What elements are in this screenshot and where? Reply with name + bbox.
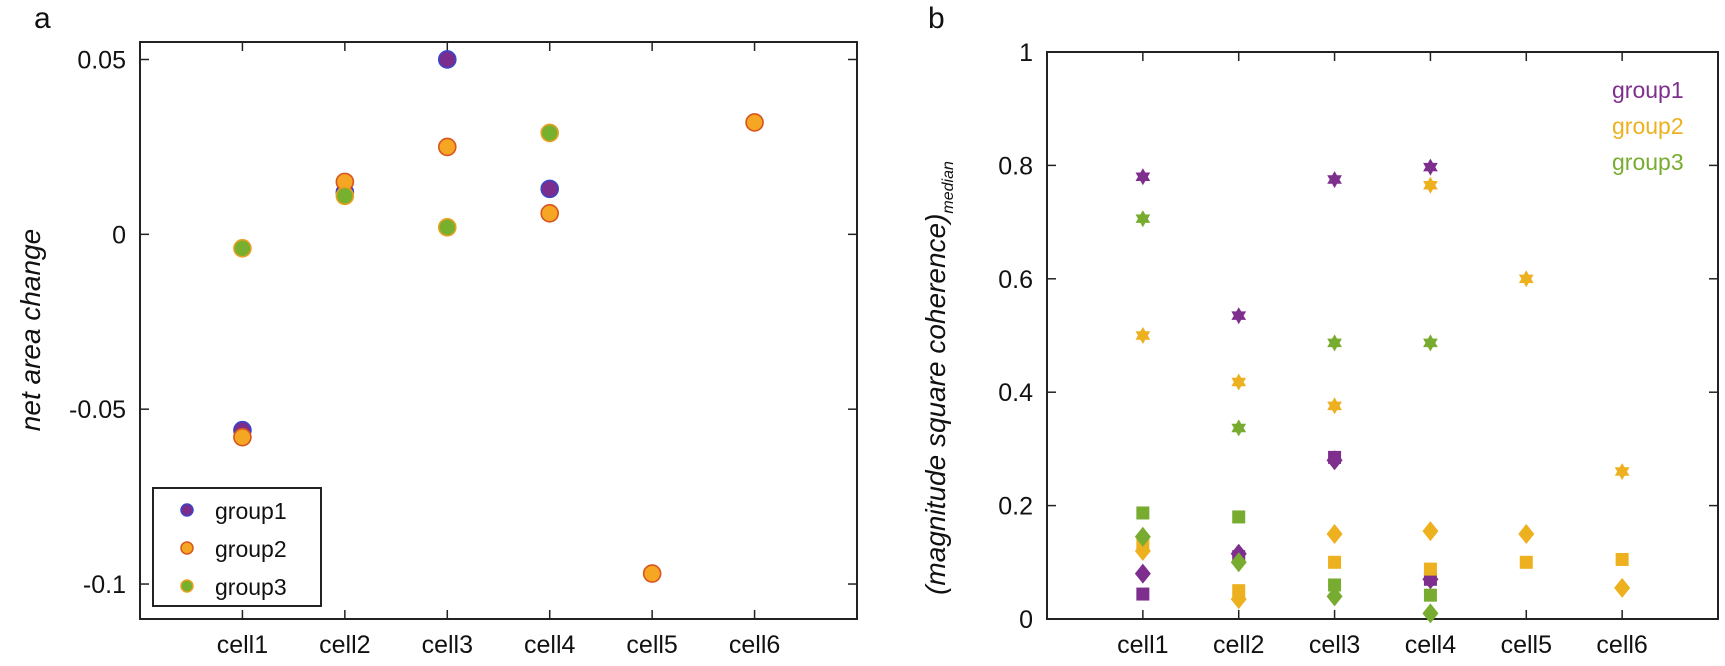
- point-b-diamond-group1-cell1: [1134, 563, 1151, 584]
- point-a-group3-cell2: [335, 186, 355, 206]
- point-b-diamond-group1-cell3: [1326, 450, 1343, 471]
- panel-a-ylabel: net area change: [15, 229, 46, 431]
- legend-b-label-group2: group2: [1612, 113, 1684, 139]
- point-b-diamond-group2-cell5: [1518, 523, 1535, 544]
- panel-a-legend: group1 group2 group3: [152, 487, 322, 607]
- point-b-diamond-group2-cell3: [1326, 523, 1343, 544]
- point-b-diamond-group3-cell2: [1230, 552, 1247, 573]
- panel-b-ylabel: (magnitude square coherence)median: [920, 161, 957, 595]
- point-b-star-group3-cell1: [1135, 210, 1151, 228]
- point-b-diamond-group2-cell4: [1422, 521, 1439, 542]
- point-b-square-group1-cell1: [1136, 587, 1150, 601]
- a-xtick-label-cell3: cell3: [422, 631, 473, 659]
- a-xtick-label-cell4: cell4: [524, 631, 576, 659]
- legend-a-label-group3: group3: [215, 574, 287, 600]
- point-b-diamond-group2-cell6: [1614, 577, 1631, 598]
- point-b-diamond-group2-cell2: [1230, 589, 1247, 610]
- point-b-star-group1-cell1: [1135, 168, 1151, 186]
- point-b-square-group2-cell4: [1423, 562, 1437, 576]
- point-a-group1-cell4: [540, 179, 560, 199]
- panel-b: b 0 0.2 0.4 0.6 0.8 1 cell1 cell2 cell3 cell4 cel…: [920, 2, 1719, 659]
- point-b-star-group3-cell2: [1231, 419, 1247, 437]
- legend-a-label-group2: group2: [215, 536, 287, 562]
- point-b-square-group2-cell3: [1328, 555, 1342, 569]
- point-b-diamond-group2-cell1: [1134, 540, 1151, 561]
- point-b-square-group3-cell3: [1328, 578, 1342, 592]
- a-ytick-label-2: 0: [112, 221, 126, 249]
- point-b-star-group3-cell4: [1423, 334, 1438, 352]
- panel-a-axes-box: [139, 41, 858, 620]
- legend-a-marker-group1: [180, 503, 194, 517]
- point-b-star-group2-cell1: [1135, 327, 1151, 344]
- b-ytick-label-3: 0.6: [998, 266, 1033, 294]
- point-b-diamond-group3-cell1: [1134, 526, 1151, 547]
- point-b-star-group1-cell2: [1231, 307, 1247, 325]
- a-xtick-label-cell6: cell6: [729, 631, 780, 659]
- point-b-diamond-group3-cell4: [1422, 603, 1439, 624]
- point-a-group2-cell6: [745, 113, 764, 132]
- point-b-star-group2-cell2: [1231, 373, 1247, 391]
- point-b-star-group2-cell3: [1327, 397, 1342, 415]
- legend-b-label-group3: group3: [1612, 149, 1684, 175]
- legend-a-marker-group2: [180, 541, 194, 555]
- b-xtick-label-cell1: cell1: [1117, 631, 1168, 659]
- a-xtick-label-cell2: cell2: [319, 631, 370, 659]
- point-a-group2-cell5: [642, 564, 662, 583]
- point-a-group3-cell3: [437, 218, 457, 237]
- point-b-square-group3-cell1: [1136, 506, 1150, 520]
- point-b-star-group1-cell4: [1423, 158, 1438, 176]
- a-ytick-label-1: -0.05: [69, 396, 126, 424]
- a-xtick-label-cell5: cell5: [626, 631, 677, 659]
- b-ytick-label-4: 0.8: [998, 152, 1033, 180]
- point-b-star-group2-cell6: [1614, 463, 1630, 481]
- a-xtick-label-cell1: cell1: [217, 631, 268, 659]
- point-b-diamond-group3-cell3: [1326, 586, 1343, 607]
- b-xtick-label-cell6: cell6: [1596, 631, 1647, 659]
- b-xtick-label-cell2: cell2: [1213, 631, 1264, 659]
- panel-b-label: b: [928, 2, 945, 35]
- legend-b-label-group1: group1: [1612, 77, 1684, 103]
- legend-a-label-group1: group1: [215, 498, 287, 524]
- a-ytick-label-3: 0.05: [77, 46, 126, 74]
- point-b-star-group1-cell3: [1327, 171, 1342, 189]
- a-ytick-label-0: -0.1: [83, 571, 126, 599]
- point-b-square-group2-cell5: [1519, 555, 1533, 569]
- b-xtick-label-cell4: cell4: [1405, 631, 1457, 659]
- point-b-star-group2-cell5: [1518, 270, 1534, 288]
- point-a-group1-cell3: [437, 50, 457, 69]
- b-xtick-label-cell5: cell5: [1501, 631, 1552, 659]
- point-a-group2-cell3: [437, 137, 457, 157]
- point-b-square-group3-cell4: [1423, 588, 1437, 602]
- point-a-group3-cell1: [233, 239, 252, 258]
- b-ytick-label-1: 0.2: [998, 493, 1033, 521]
- b-ytick-label-0: 0: [1019, 606, 1033, 634]
- panel-b-axes-box: [1046, 51, 1719, 620]
- point-b-star-group3-cell3: [1327, 334, 1342, 352]
- point-a-group2-cell1: [233, 427, 252, 447]
- legend-a-marker-group3: [180, 579, 194, 593]
- point-b-square-group3-cell2: [1232, 510, 1246, 524]
- point-a-group2-cell4: [540, 204, 560, 223]
- point-a-group3-cell4: [540, 123, 560, 143]
- point-b-star-group2-cell4: [1423, 176, 1438, 194]
- panel-a: a -0.1 -0.05 0 0.05 cell1 cell2 cell3 cell4 cel…: [15, 2, 858, 659]
- b-xtick-label-cell3: cell3: [1309, 631, 1360, 659]
- point-b-square-group2-cell6: [1615, 552, 1629, 566]
- panel-a-label: a: [34, 2, 51, 35]
- b-ytick-label-5: 1: [1019, 39, 1033, 67]
- b-ytick-label-2: 0.4: [998, 379, 1033, 407]
- panel-b-legend: group1 group2 group3: [1612, 77, 1684, 175]
